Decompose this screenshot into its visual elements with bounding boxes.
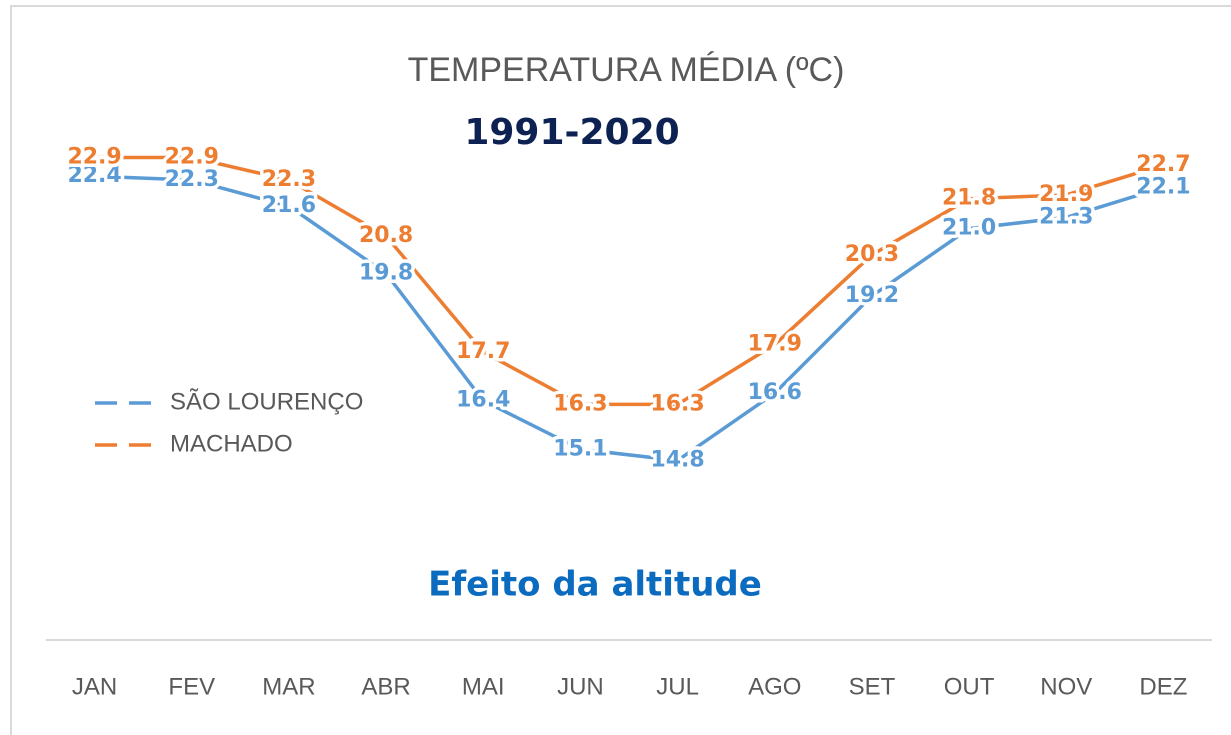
data-label: 21.3 bbox=[1039, 204, 1093, 229]
data-label: 22.3 bbox=[262, 167, 316, 192]
x-tick-label: MAI bbox=[462, 673, 505, 700]
data-label: 21.0 bbox=[942, 216, 996, 241]
x-tick-label: FEV bbox=[168, 673, 215, 700]
x-tick-label: ABR bbox=[361, 673, 410, 700]
data-label: 16.3 bbox=[650, 391, 704, 416]
x-tick-label: JAN bbox=[72, 673, 117, 700]
data-label: 22.3 bbox=[165, 167, 219, 192]
x-tick-label: SET bbox=[849, 673, 896, 700]
data-label: 16.3 bbox=[553, 391, 607, 416]
chart-frame bbox=[10, 5, 1231, 735]
data-label: 21.9 bbox=[1039, 182, 1093, 207]
data-label: 14.8 bbox=[650, 447, 704, 472]
series-line bbox=[94, 155, 1164, 407]
series-line bbox=[94, 174, 1164, 463]
data-label: 16.6 bbox=[748, 380, 802, 405]
data-label: 22.1 bbox=[1136, 174, 1190, 199]
chart-title: TEMPERATURA MÉDIA (ºC) bbox=[408, 51, 845, 89]
data-label: 21.6 bbox=[262, 193, 316, 218]
x-tick-label: DEZ bbox=[1139, 673, 1187, 700]
data-label: 20.3 bbox=[845, 242, 899, 267]
x-tick-label: NOV bbox=[1040, 673, 1092, 700]
legend-label: MACHADO bbox=[170, 430, 293, 457]
data-label: 15.1 bbox=[553, 436, 607, 461]
data-label: 17.7 bbox=[456, 339, 510, 364]
data-label: 17.9 bbox=[748, 332, 802, 357]
data-label: 22.4 bbox=[67, 163, 121, 188]
annotation: Efeito da altitude bbox=[428, 565, 762, 605]
legend-label: SÃO LOURENÇO bbox=[170, 388, 363, 415]
data-label: 22.7 bbox=[1136, 152, 1190, 177]
x-tick-label: JUN bbox=[557, 673, 604, 700]
data-label: 19.2 bbox=[845, 283, 899, 308]
x-tick-label: AGO bbox=[748, 673, 801, 700]
x-tick-label: JUL bbox=[656, 673, 699, 700]
data-label: 20.8 bbox=[359, 223, 413, 248]
x-tick-label: OUT bbox=[944, 673, 995, 700]
data-label: 22.9 bbox=[165, 145, 219, 170]
chart-subtitle: 1991-2020 bbox=[464, 112, 679, 153]
data-label: 16.4 bbox=[456, 388, 510, 413]
data-label: 22.9 bbox=[67, 145, 121, 170]
data-label: 21.8 bbox=[942, 186, 996, 211]
data-label: 19.8 bbox=[359, 260, 413, 285]
x-tick-label: MAR bbox=[262, 673, 315, 700]
